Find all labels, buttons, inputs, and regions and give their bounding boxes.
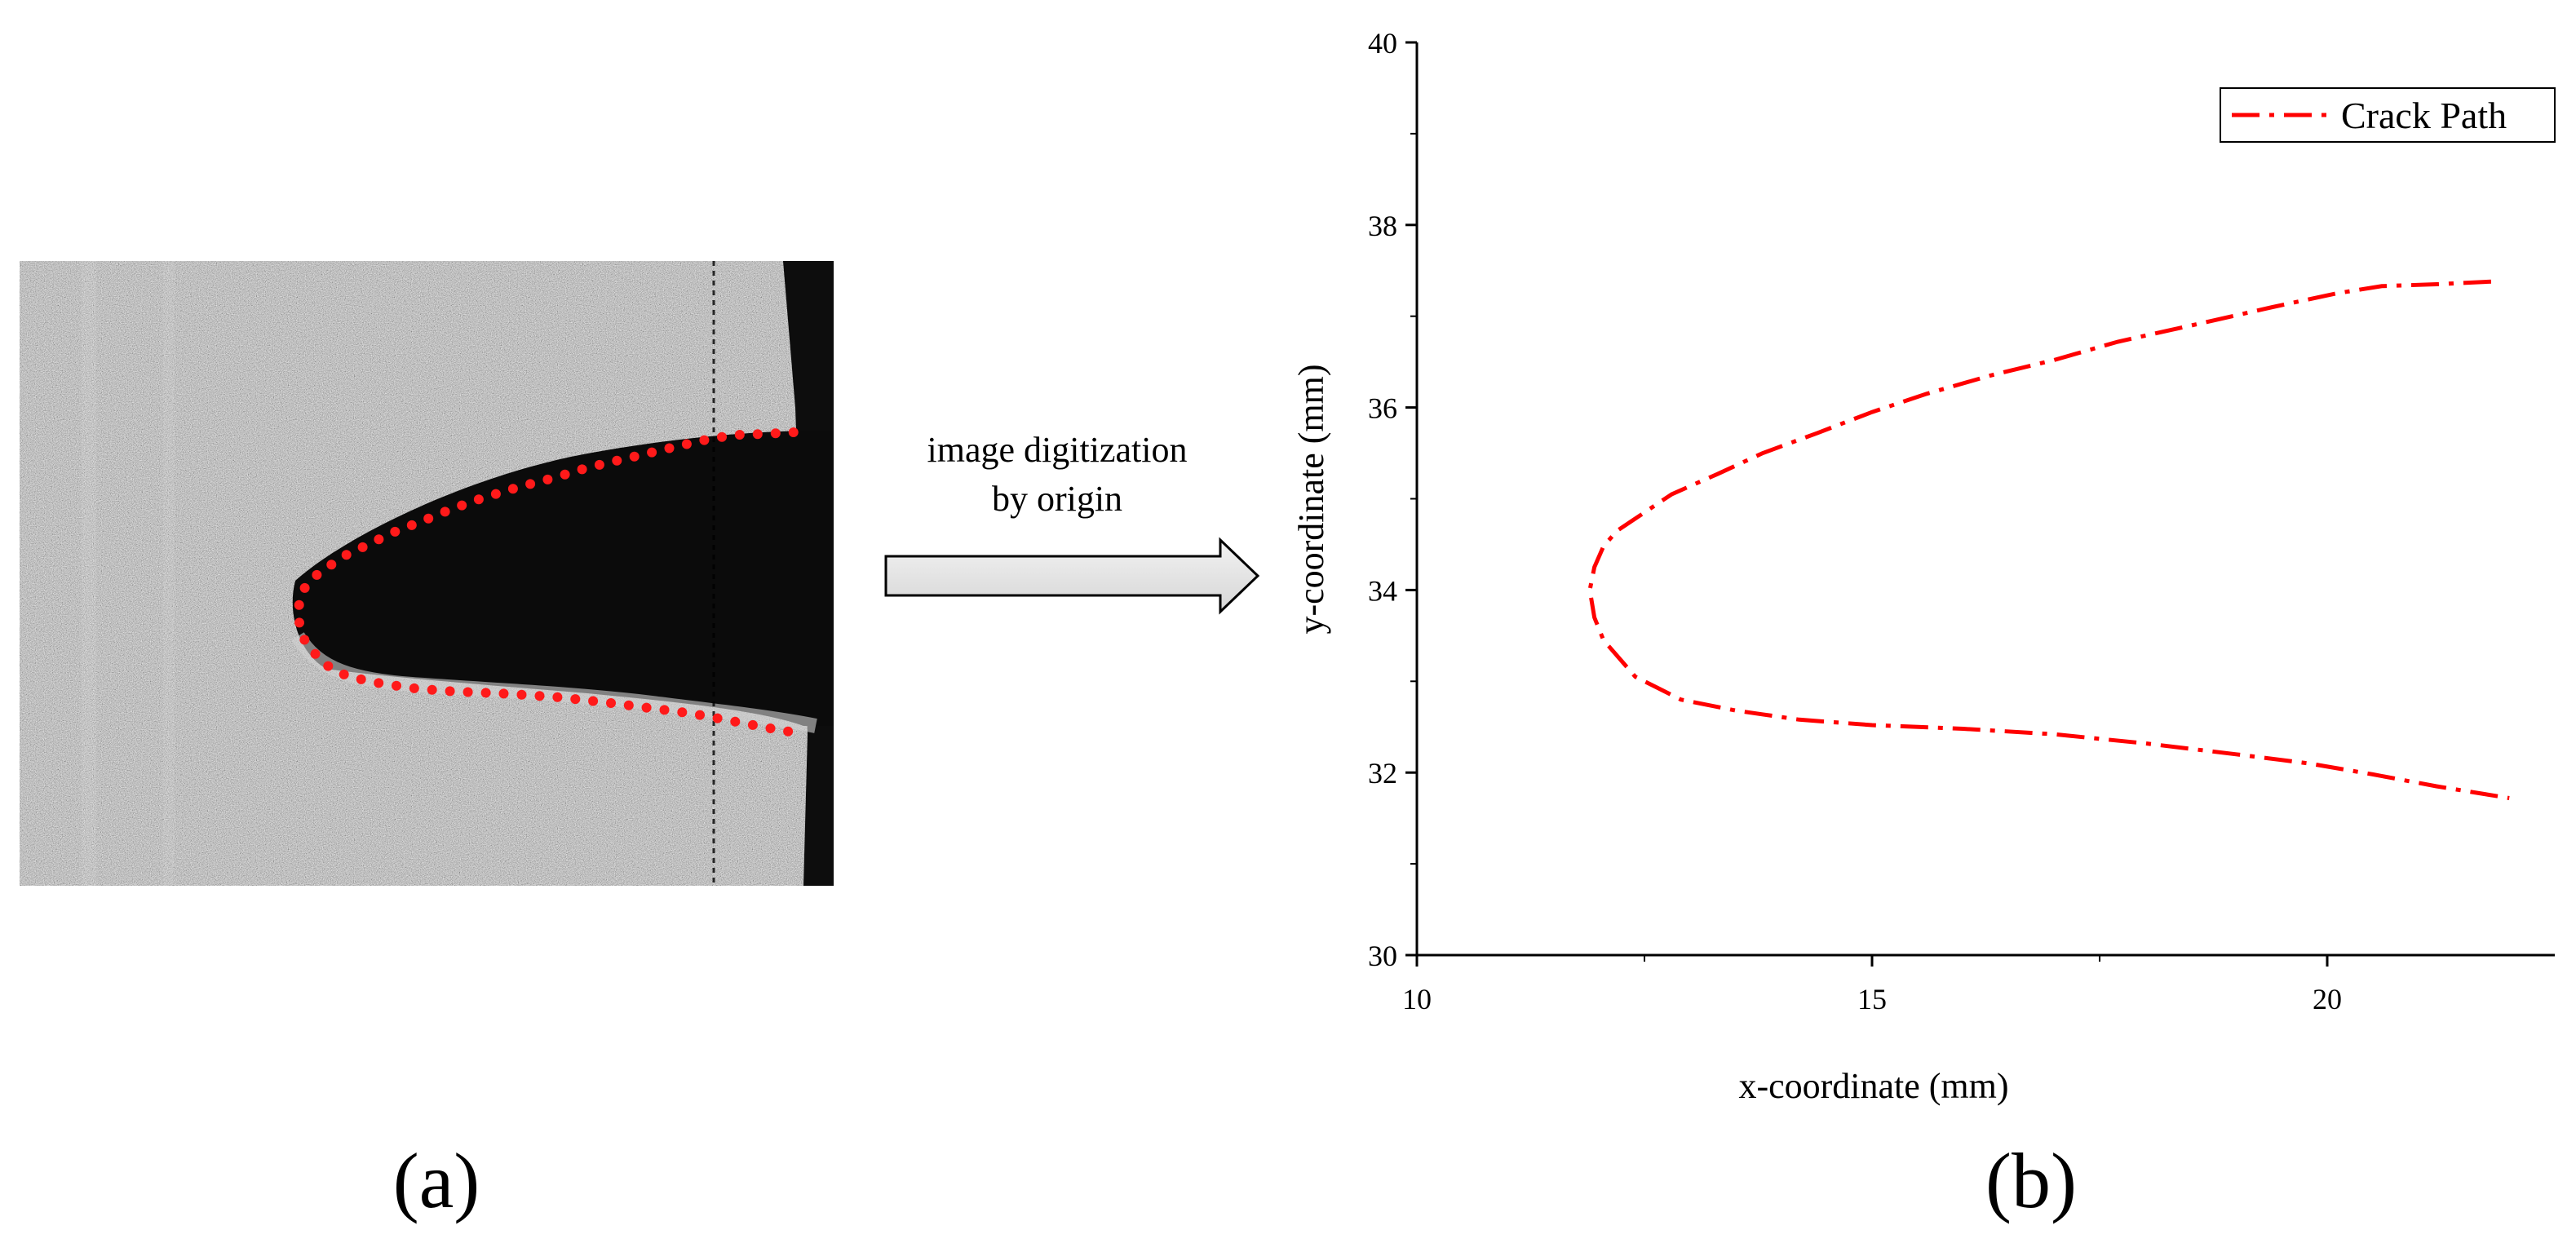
y-tick-label: 30 <box>1368 940 1397 972</box>
trace-dot <box>356 674 366 684</box>
trace-dot <box>747 719 758 730</box>
trace-dot <box>525 479 536 489</box>
trace-dot <box>588 696 599 706</box>
arrow-caption-line2: by origin <box>992 479 1122 519</box>
x-tick-label: 10 <box>1402 983 1432 1015</box>
trace-dot <box>490 489 501 499</box>
trace-dot <box>294 617 304 628</box>
y-tick-label: 34 <box>1368 574 1397 607</box>
trace-dot <box>560 469 570 480</box>
trace-dot <box>457 500 467 511</box>
trace-dot <box>357 542 368 552</box>
trace-dot <box>681 439 692 449</box>
trace-dot <box>390 526 401 537</box>
trace-dot <box>498 688 509 699</box>
legend-entry-crack-path: Crack Path <box>2341 95 2507 136</box>
trace-dot <box>594 459 604 470</box>
x-axis-label: x-coordinate (mm) <box>1738 1066 2008 1106</box>
trace-dot <box>695 710 705 720</box>
trace-dot <box>765 723 776 733</box>
trace-dot <box>409 683 419 693</box>
trace-dot <box>717 431 727 442</box>
y-tick-label: 38 <box>1368 210 1397 242</box>
trace-dot <box>606 698 616 708</box>
trace-dot <box>552 692 563 702</box>
trace-dot <box>299 582 310 593</box>
trace-dot <box>542 474 553 484</box>
trace-dot <box>629 451 640 462</box>
trace-dot <box>712 713 723 723</box>
trace-dot <box>647 447 657 458</box>
trace-dot <box>770 428 781 439</box>
legend-box <box>2220 87 2556 143</box>
panel-b-label: (b) <box>1985 1137 2077 1224</box>
trace-dot <box>516 689 527 700</box>
trace-dot <box>427 684 437 695</box>
trace-dot <box>326 560 337 570</box>
trace-dot <box>752 429 763 440</box>
y-tick-label: 36 <box>1368 392 1397 425</box>
digitization-arrow: image digitization by origin <box>884 430 1260 615</box>
trace-dot <box>374 534 384 545</box>
x-tick-label: 15 <box>1857 983 1887 1015</box>
crack-path-chart: 10 15 20 30 32 34 36 38 40 x-coordinate (mm) y-c… <box>1291 27 2556 1224</box>
micrograph-image <box>20 261 834 886</box>
chart-ticks: 10 15 20 30 32 34 36 38 40 <box>1368 27 2342 1015</box>
trace-dot <box>730 716 741 727</box>
chart-legend: Crack Path <box>2220 87 2556 143</box>
trace-dot <box>463 687 473 697</box>
trace-dot <box>392 680 401 691</box>
trace-dot <box>659 705 670 715</box>
trace-dot <box>310 648 321 659</box>
trace-dot <box>374 678 384 688</box>
trace-dot <box>299 635 310 645</box>
trace-dot <box>473 494 484 505</box>
trace-dot <box>312 569 322 580</box>
trace-dot <box>440 507 450 517</box>
trace-dot <box>734 430 745 440</box>
crack-trace-dots <box>294 427 799 737</box>
panel-a-label: (a) <box>393 1137 480 1224</box>
micrograph-panel: (a) <box>20 261 834 1224</box>
trace-dot <box>445 686 455 697</box>
trace-dot <box>339 669 349 679</box>
trace-dot <box>570 694 581 705</box>
trace-dot <box>406 520 417 530</box>
trace-dot <box>623 700 634 710</box>
trace-dot <box>788 427 799 437</box>
x-tick-label: 20 <box>2313 983 2342 1015</box>
trace-dot <box>341 550 352 560</box>
y-tick-label: 40 <box>1368 27 1397 60</box>
crack-path-line <box>1587 279 2510 800</box>
trace-dot <box>577 464 587 475</box>
trace-dot <box>783 726 794 737</box>
trace-dot <box>612 455 622 466</box>
trace-dot <box>677 707 688 718</box>
trace-dot <box>294 599 304 610</box>
trace-dot <box>534 691 545 701</box>
trace-dot <box>699 435 710 445</box>
trace-dot <box>664 443 675 453</box>
trace-dot <box>507 484 518 494</box>
trace-dot <box>423 513 434 524</box>
trace-dot <box>323 661 334 671</box>
arrow-caption-line1: image digitization <box>927 430 1188 470</box>
chart-axes <box>1415 42 2555 957</box>
arrow-shape <box>884 537 1260 615</box>
trace-dot <box>641 702 652 713</box>
y-axis-label: y-coordinate (mm) <box>1291 364 1331 634</box>
y-tick-label: 32 <box>1368 757 1397 790</box>
trace-dot <box>480 688 491 698</box>
